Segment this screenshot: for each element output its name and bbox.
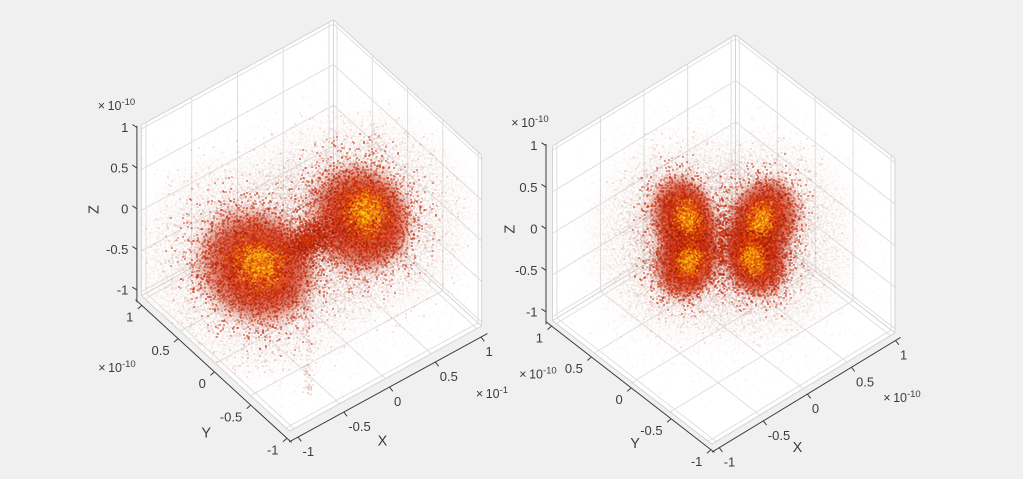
svg-text:-1: -1 (117, 283, 129, 298)
svg-text:-0.5: -0.5 (640, 423, 662, 438)
svg-text:-1: -1 (526, 304, 538, 319)
svg-text:0: 0 (121, 201, 128, 216)
svg-text:0: 0 (615, 392, 622, 407)
svg-text:-1: -1 (303, 444, 315, 459)
svg-text:1: 1 (530, 138, 537, 153)
svg-text:1: 1 (536, 330, 543, 345)
svg-text:0.5: 0.5 (110, 161, 128, 176)
svg-text:0.5: 0.5 (856, 374, 874, 389)
svg-text:0.5: 0.5 (519, 180, 537, 195)
svg-text:1: 1 (126, 310, 133, 325)
svg-text:1: 1 (900, 348, 907, 363)
svg-text:1: 1 (486, 344, 493, 359)
svg-text:X: X (378, 434, 388, 450)
svg-text:0.5: 0.5 (440, 369, 458, 384)
svg-text:Y: Y (630, 436, 640, 452)
svg-text:-0.5: -0.5 (348, 419, 370, 434)
svg-text:X: X (793, 440, 803, 456)
svg-text:0: 0 (530, 221, 537, 236)
svg-text:Z: Z (503, 225, 519, 234)
svg-text:-0.5: -0.5 (768, 428, 790, 443)
svg-text:0: 0 (394, 394, 401, 409)
svg-text:0: 0 (812, 401, 819, 416)
svg-text:-1: -1 (267, 443, 279, 458)
svg-text:0.5: 0.5 (152, 343, 170, 358)
svg-text:-1: -1 (691, 454, 703, 469)
svg-text:-0.5: -0.5 (106, 242, 128, 257)
svg-text:Y: Y (201, 426, 211, 442)
svg-text:-1: -1 (724, 455, 736, 470)
svg-text:Z: Z (87, 205, 103, 214)
svg-text:0.5: 0.5 (565, 361, 583, 376)
svg-text:-0.5: -0.5 (220, 409, 242, 424)
svg-text:0: 0 (199, 376, 206, 391)
svg-text:-0.5: -0.5 (515, 263, 537, 278)
svg-text:1: 1 (121, 120, 128, 135)
